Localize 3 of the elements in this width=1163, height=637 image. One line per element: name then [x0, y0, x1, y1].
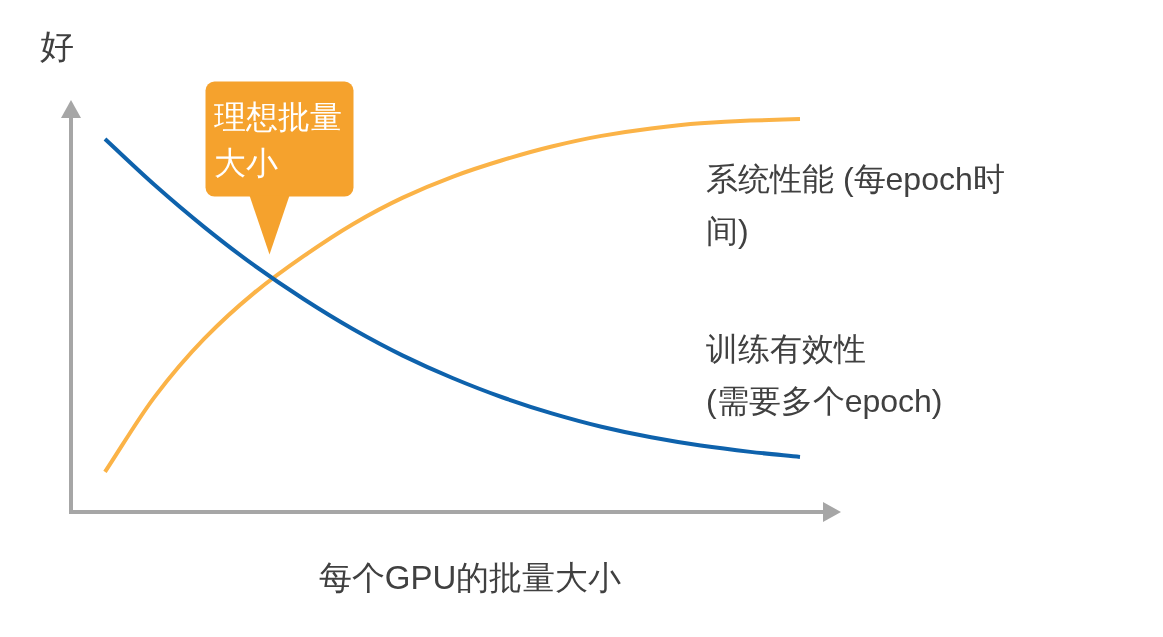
annotation: 理想批量大小 [213, 97, 343, 183]
ylabel: 好 [40, 26, 74, 66]
xlabel: 每个GPU的批量大小 [317, 558, 623, 598]
